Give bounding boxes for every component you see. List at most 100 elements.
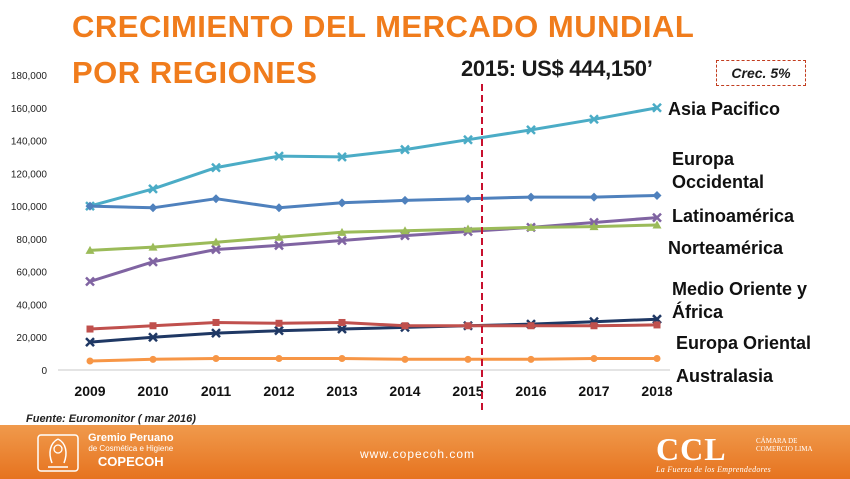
- x-tick-label: 2016: [515, 383, 546, 399]
- data-point: [463, 194, 473, 204]
- x-tick-label: 2012: [263, 383, 294, 399]
- source-note: Fuente: Euromonitor ( mar 2016): [26, 413, 196, 425]
- x-axis-ticks: 2009 2010 2011 2012 2013 2014 2015 2016 2017 2018: [74, 383, 672, 399]
- x-tick-label: 2010: [137, 383, 168, 399]
- data-point: [337, 235, 347, 246]
- data-point: [148, 256, 158, 267]
- y-tick-label: 40,000: [16, 300, 47, 311]
- data-point: [464, 355, 472, 363]
- data-point: [337, 324, 347, 334]
- copecoh-brand: Gremio Peruano de Cosmética e Higiene CO…: [88, 432, 174, 469]
- y-tick-label: 0: [41, 366, 47, 377]
- y-tick-label: 180,000: [11, 71, 48, 82]
- market-total-annotation: 2015: US$ 444,150’: [461, 56, 653, 81]
- data-point: [274, 151, 284, 162]
- ccl-logo: CCL: [656, 431, 727, 467]
- data-point: [211, 328, 221, 339]
- data-point: [589, 192, 599, 202]
- website-link[interactable]: www.copecoh.com: [360, 447, 476, 461]
- data-point: [148, 203, 158, 213]
- data-point: [211, 162, 221, 173]
- y-tick-label: 160,000: [11, 104, 48, 115]
- x-tick-label: 2017: [578, 383, 609, 399]
- series-medio-oriente-y-africa: [85, 314, 662, 348]
- data-point: [401, 355, 409, 363]
- data-point: [464, 322, 472, 330]
- data-point: [652, 102, 662, 113]
- series-line: [89, 223, 658, 252]
- legend-label-australasia: Australasia: [676, 366, 774, 386]
- series-lines: [85, 102, 662, 365]
- footer-bar: [0, 425, 850, 479]
- data-point: [652, 190, 662, 200]
- series-line: [89, 317, 658, 344]
- data-point: [149, 322, 157, 330]
- data-point: [148, 242, 158, 251]
- data-point: [148, 184, 158, 194]
- data-point: [589, 222, 599, 231]
- data-point: [653, 321, 661, 329]
- series-europa-oriental: [86, 318, 661, 333]
- data-point: [85, 201, 95, 211]
- data-point: [86, 325, 94, 333]
- data-point: [275, 355, 283, 363]
- data-point: [526, 192, 536, 202]
- org-name-line-2: de Cosmética e Higiene: [88, 444, 174, 453]
- legend-label-norteamerica: Norteamérica: [668, 238, 784, 258]
- page-title: CRECIMIENTO DEL MERCADO MUNDIAL POR REGI…: [72, 4, 752, 96]
- data-point: [400, 195, 410, 205]
- data-point: [211, 194, 221, 204]
- series-asia-pacifico: [85, 102, 662, 211]
- data-point: [85, 337, 95, 348]
- y-tick-label: 140,000: [11, 137, 48, 148]
- legend-label-latinoamerica: Latinoamérica: [672, 206, 795, 226]
- data-point: [211, 244, 221, 255]
- legend-label-europa-oriental: Europa Oriental: [676, 333, 812, 353]
- data-point: [652, 220, 662, 229]
- data-point: [337, 152, 347, 162]
- data-point: [274, 232, 284, 241]
- data-point: [590, 355, 598, 363]
- data-point: [590, 322, 598, 330]
- data-point: [211, 237, 221, 246]
- data-point: [400, 226, 410, 235]
- data-point: [148, 332, 158, 343]
- series-australasia: [86, 355, 661, 365]
- data-point: [212, 318, 220, 326]
- data-point: [400, 144, 410, 155]
- data-point: [653, 355, 661, 363]
- data-point: [274, 203, 284, 213]
- data-point: [652, 212, 662, 223]
- org-name-line-1: Gremio Peruano: [88, 432, 174, 444]
- data-point: [274, 325, 284, 336]
- x-tick-label: 2009: [74, 383, 105, 399]
- data-point: [338, 318, 346, 326]
- ccl-tagline: La Fuerza de los Emprendedores: [656, 465, 772, 474]
- series-europa-occidental: [85, 190, 662, 213]
- x-tick-label: 2018: [641, 383, 672, 399]
- data-point: [338, 355, 346, 363]
- x-tick-label: 2014: [389, 383, 420, 399]
- data-point: [85, 276, 95, 287]
- legend-label-asia-pacifico: Asia Pacifico: [668, 99, 781, 119]
- data-point: [85, 245, 95, 254]
- y-tick-label: 100,000: [11, 202, 48, 213]
- data-point: [86, 357, 94, 365]
- growth-badge: Crec. 5%: [716, 60, 806, 86]
- data-point: [401, 322, 409, 330]
- data-point: [274, 240, 284, 251]
- data-point: [463, 134, 473, 145]
- data-point: [337, 198, 347, 208]
- data-point: [526, 222, 536, 231]
- series-norteamerica: [85, 220, 662, 254]
- line-chart: 0 20,000 40,000 60,000 80,000 100,000 120,000 1…: [11, 71, 673, 410]
- data-point: [526, 125, 536, 135]
- data-point: [589, 114, 599, 125]
- series-line: [89, 321, 658, 331]
- title-line-1: CRECIMIENTO DEL MERCADO MUNDIAL: [72, 9, 695, 44]
- legend-label-europa-occidental: Europa Occidental: [672, 149, 765, 192]
- data-point: [149, 355, 157, 363]
- y-tick-label: 80,000: [16, 235, 47, 246]
- copecoh-logo-icon: [37, 434, 79, 472]
- data-point: [337, 227, 347, 236]
